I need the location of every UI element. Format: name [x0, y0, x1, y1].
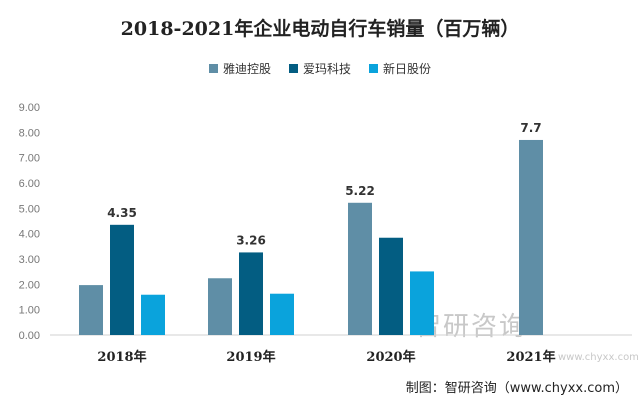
bar [208, 278, 232, 335]
y-tick-label: 6.00 [19, 178, 40, 190]
x-tick-label: 2019年 [226, 349, 275, 365]
y-tick-label: 5.00 [19, 203, 40, 215]
bar [519, 139, 543, 335]
legend-item: 爱玛科技 [288, 60, 351, 77]
y-tick-label: 3.00 [19, 254, 40, 266]
legend-swatch [369, 64, 378, 73]
x-tick-label: 2018年 [97, 349, 146, 365]
chart-title: 2018-2021年企业电动自行车销量（百万辆） [120, 18, 520, 40]
bar [348, 202, 372, 335]
legend-item: 新日股份 [369, 60, 431, 77]
legend-swatch [288, 64, 298, 73]
legend-item: 雅迪控股 [208, 60, 271, 77]
x-tick-label: 2021年 [506, 349, 555, 365]
y-tick-label: 8.00 [19, 127, 40, 139]
bar [110, 224, 134, 335]
bar [410, 271, 434, 335]
legend-swatch [208, 64, 218, 73]
legend-label: 新日股份 [383, 62, 432, 76]
data-label: 3.26 [236, 233, 266, 247]
data-label: 4.35 [107, 206, 137, 220]
x-tick-label: 2020年 [366, 349, 415, 365]
watermark-url: www.chyxx.com [558, 352, 639, 363]
legend: 雅迪控股 爱玛科技 新日股份 [0, 60, 640, 77]
y-tick-label: 2.00 [19, 279, 40, 291]
y-tick-label: 9.00 [19, 102, 40, 114]
y-tick-label: 4.00 [19, 229, 40, 241]
legend-label: 雅迪控股 [222, 62, 271, 76]
y-tick-label: 0.00 [19, 330, 40, 342]
legend-label: 爱玛科技 [302, 62, 351, 76]
bar [79, 285, 103, 335]
y-tick-label: 7.00 [19, 153, 40, 165]
data-label: 7.7 [520, 121, 541, 135]
bar [141, 294, 165, 335]
bar [270, 293, 294, 335]
bar [239, 252, 263, 335]
bar [379, 237, 403, 335]
y-tick-label: 1.00 [19, 305, 40, 317]
source-footer: 制图：智研咨询（www.chyxx.com） [405, 381, 628, 396]
data-label: 5.22 [345, 184, 375, 198]
